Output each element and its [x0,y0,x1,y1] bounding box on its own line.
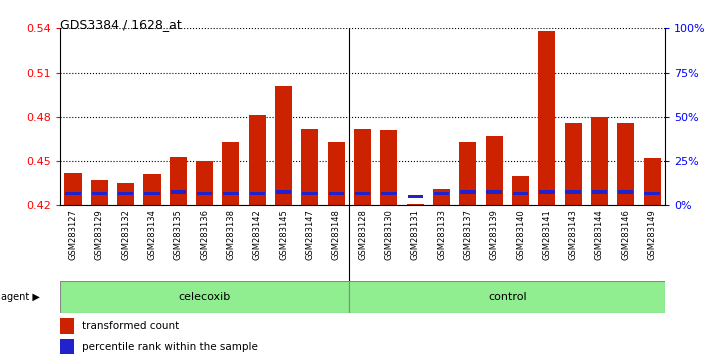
Bar [301,129,318,205]
Bar [223,192,239,195]
Bar [275,86,292,205]
Bar [355,192,370,195]
Bar [144,192,160,195]
Bar [433,189,450,205]
Text: GSM283143: GSM283143 [569,209,578,260]
Bar [407,204,424,205]
Text: GSM283135: GSM283135 [174,209,183,260]
Bar [459,142,477,205]
Text: GSM283128: GSM283128 [358,209,367,260]
Bar [117,183,134,205]
Bar [60,281,349,313]
Bar [327,142,345,205]
Text: GSM283146: GSM283146 [622,209,630,260]
Text: GSM283131: GSM283131 [410,209,420,260]
Text: GSM283147: GSM283147 [306,209,315,260]
Bar [381,192,396,195]
Text: GSM283136: GSM283136 [200,209,209,260]
Bar [408,195,423,198]
Bar [512,176,529,205]
Text: GSM283130: GSM283130 [384,209,394,260]
Text: GSM283140: GSM283140 [516,209,525,260]
Bar [486,136,503,205]
Text: GSM283144: GSM283144 [595,209,604,260]
Text: GSM283127: GSM283127 [68,209,77,260]
Bar [92,192,107,195]
Bar [60,338,75,354]
Text: GDS3384 / 1628_at: GDS3384 / 1628_at [60,18,182,31]
Bar [249,115,266,205]
Bar [60,318,75,334]
Bar [539,190,555,194]
Bar [434,192,449,195]
Bar [197,192,213,195]
Text: GSM283142: GSM283142 [253,209,262,260]
Bar [618,190,634,194]
Bar [591,117,608,205]
Bar [65,173,82,205]
Text: celecoxib: celecoxib [179,292,231,302]
Text: GSM283132: GSM283132 [121,209,130,260]
Bar [222,142,239,205]
Bar [354,129,371,205]
Bar [170,156,187,205]
Bar [460,190,476,194]
Text: GSM283133: GSM283133 [437,209,446,260]
Bar [276,190,291,194]
Text: percentile rank within the sample: percentile rank within the sample [82,342,258,352]
Bar [349,281,665,313]
Text: GSM283141: GSM283141 [542,209,551,260]
Bar [196,161,213,205]
Bar [643,158,660,205]
Text: GSM283139: GSM283139 [490,209,498,260]
Bar [486,190,502,194]
Bar [513,192,528,195]
Bar [617,123,634,205]
Bar [329,192,344,195]
Bar [144,174,161,205]
Text: transformed count: transformed count [82,321,179,331]
Bar [170,190,186,194]
Text: GSM283129: GSM283129 [95,209,103,260]
Text: GSM283145: GSM283145 [279,209,288,260]
Text: GSM283134: GSM283134 [147,209,156,260]
Bar [91,180,108,205]
Text: GSM283137: GSM283137 [463,209,472,260]
Bar [249,192,265,195]
Text: agent ▶: agent ▶ [1,292,39,302]
Bar [302,192,318,195]
Text: control: control [488,292,527,302]
Bar [539,31,555,205]
Bar [118,192,133,195]
Bar [65,192,81,195]
Bar [644,192,660,195]
Bar [565,190,581,194]
Text: GSM283138: GSM283138 [227,209,235,260]
Bar [565,123,582,205]
Text: GSM283149: GSM283149 [648,209,657,260]
Text: GSM283148: GSM283148 [332,209,341,260]
Bar [380,130,398,205]
Bar [592,190,607,194]
